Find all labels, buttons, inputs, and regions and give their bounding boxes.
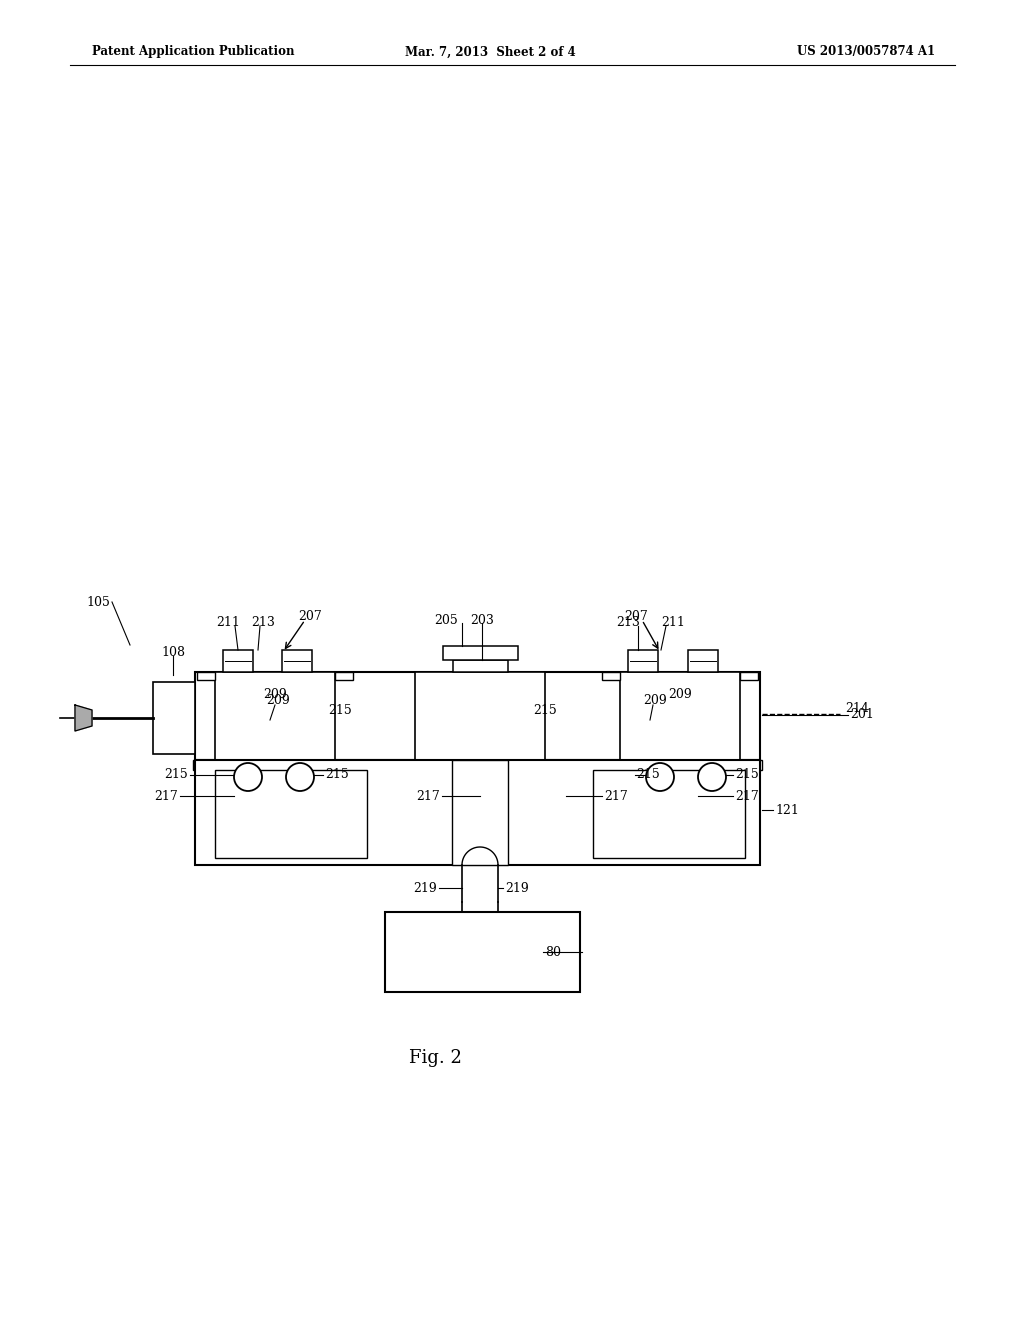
Circle shape <box>698 763 726 791</box>
Text: 203: 203 <box>470 614 494 627</box>
Bar <box>195 760 760 865</box>
Text: 209: 209 <box>643 693 667 706</box>
Bar <box>620 672 740 760</box>
Bar <box>215 672 335 760</box>
Bar <box>688 649 718 672</box>
Text: 215: 215 <box>325 768 349 781</box>
Bar <box>153 682 195 754</box>
Text: 205: 205 <box>434 614 458 627</box>
Text: 215: 215 <box>164 768 188 781</box>
Bar <box>195 672 760 760</box>
Text: 215: 215 <box>735 768 759 781</box>
Bar <box>628 649 658 672</box>
Text: 217: 217 <box>604 789 628 803</box>
Text: US 2013/0057874 A1: US 2013/0057874 A1 <box>797 45 935 58</box>
Text: 217: 217 <box>735 789 759 803</box>
Text: 209: 209 <box>266 693 290 706</box>
Text: 121: 121 <box>775 804 799 817</box>
Circle shape <box>286 763 314 791</box>
Text: 214: 214 <box>845 702 869 715</box>
Text: 207: 207 <box>624 610 648 623</box>
Bar <box>452 760 508 865</box>
Bar <box>197 672 215 680</box>
Text: 201: 201 <box>850 709 873 722</box>
Bar <box>598 760 762 770</box>
Text: 213: 213 <box>251 615 274 628</box>
Bar <box>193 760 357 770</box>
Text: 213: 213 <box>616 615 640 628</box>
Bar <box>282 649 312 672</box>
Text: Patent Application Publication: Patent Application Publication <box>92 45 295 58</box>
Circle shape <box>646 763 674 791</box>
Bar <box>415 672 545 760</box>
Bar <box>335 672 353 680</box>
Text: Fig. 2: Fig. 2 <box>409 1049 462 1067</box>
Bar <box>593 770 745 858</box>
Text: 215: 215 <box>636 768 659 781</box>
Text: 215: 215 <box>534 704 557 717</box>
Text: Mar. 7, 2013  Sheet 2 of 4: Mar. 7, 2013 Sheet 2 of 4 <box>404 45 575 58</box>
Text: 211: 211 <box>216 615 240 628</box>
Circle shape <box>234 763 262 791</box>
Bar <box>215 770 367 858</box>
Text: 219: 219 <box>414 882 437 895</box>
Bar <box>740 672 758 680</box>
Text: 209: 209 <box>263 688 287 701</box>
Text: 105: 105 <box>86 595 110 609</box>
Text: 217: 217 <box>155 789 178 803</box>
Text: 215: 215 <box>328 704 352 717</box>
Bar <box>453 660 508 672</box>
Bar <box>385 912 580 993</box>
Text: 80: 80 <box>545 945 561 958</box>
Text: 207: 207 <box>298 610 322 623</box>
Text: 211: 211 <box>662 615 685 628</box>
Bar <box>443 645 518 660</box>
Text: 219: 219 <box>505 882 528 895</box>
Text: 209: 209 <box>668 688 692 701</box>
Text: 108: 108 <box>161 645 185 659</box>
Text: 217: 217 <box>416 789 440 803</box>
Bar <box>223 649 253 672</box>
Polygon shape <box>75 705 92 731</box>
Bar <box>602 672 620 680</box>
